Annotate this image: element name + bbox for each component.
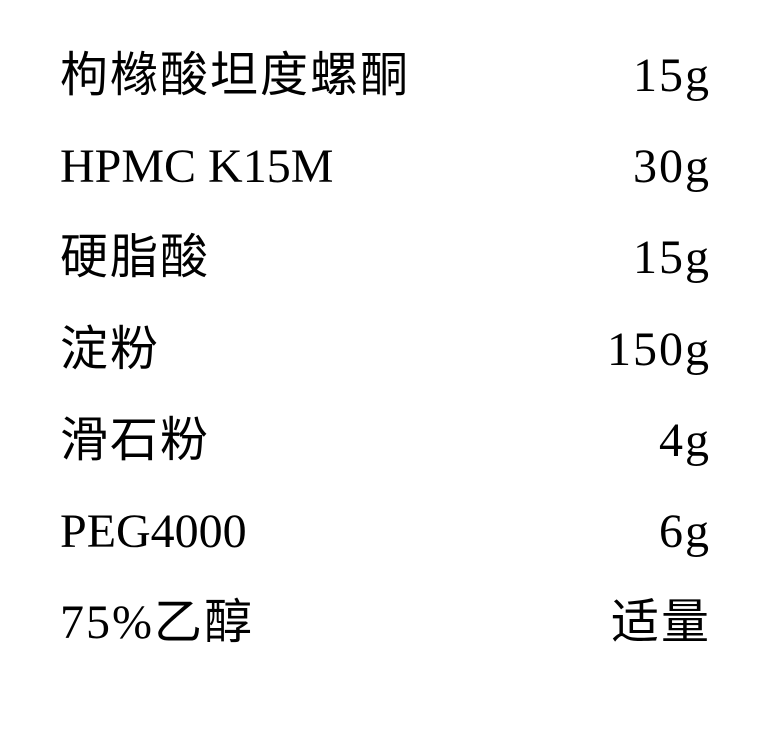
table-row: 硬脂酸 15g [60,212,711,303]
ingredient-amount: 150g [607,304,711,395]
ingredient-name: HPMC K15M [60,121,333,212]
formulation-table: 枸橼酸坦度螺酮 15g HPMC K15M 30g 硬脂酸 15g 淀粉 150… [0,0,761,698]
ingredient-amount: 适量 [611,577,711,668]
ingredient-name: 硬脂酸 [60,212,210,303]
ingredient-amount: 4g [659,395,711,486]
ingredient-name: 淀粉 [60,304,160,395]
ingredient-amount: 6g [659,486,711,577]
ingredient-name: PEG4000 [60,486,247,577]
ingredient-name: 滑石粉 [60,395,210,486]
table-row: 枸橼酸坦度螺酮 15g [60,30,711,121]
ingredient-name: 75%乙醇 [60,577,254,668]
ingredient-name: 枸橼酸坦度螺酮 [60,30,410,121]
ingredient-amount: 15g [633,212,711,303]
table-row: 淀粉 150g [60,304,711,395]
table-row: 滑石粉 4g [60,395,711,486]
ingredient-amount: 30g [633,121,711,212]
table-row: HPMC K15M 30g [60,121,711,212]
table-row: PEG4000 6g [60,486,711,577]
ingredient-amount: 15g [633,30,711,121]
table-row: 75%乙醇 适量 [60,577,711,668]
